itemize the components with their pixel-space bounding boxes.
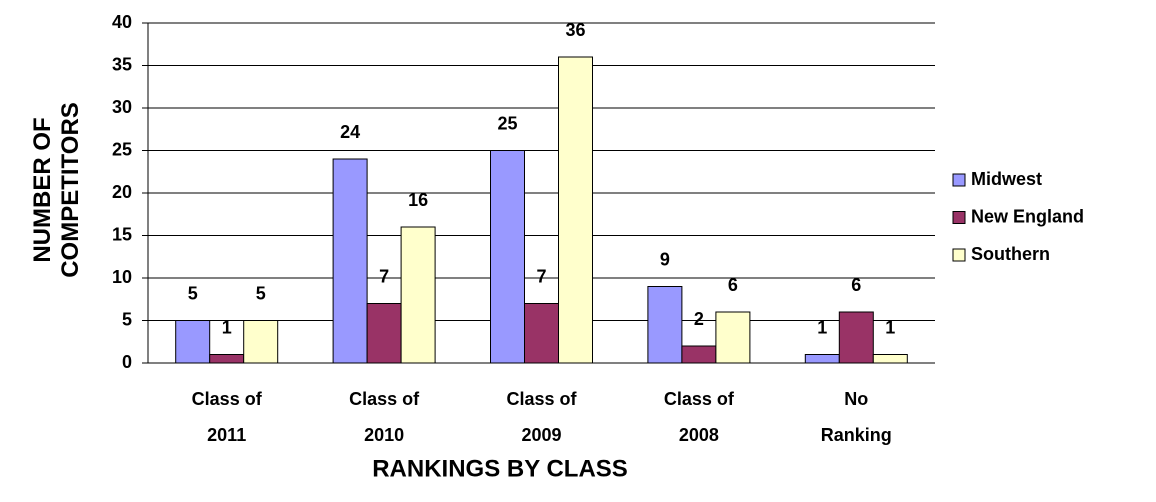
legend-label: New England [971, 206, 1084, 226]
value-label: 6 [728, 275, 738, 295]
value-label: 1 [885, 317, 895, 337]
y-tick-label: 35 [112, 54, 132, 74]
value-label: 9 [660, 249, 670, 269]
value-label: 1 [222, 317, 232, 337]
bar [243, 320, 279, 364]
legend-label: Midwest [971, 169, 1042, 189]
y-tick-label: 0 [122, 352, 132, 372]
bar [524, 303, 559, 364]
value-label: 6 [851, 275, 861, 295]
bar [490, 150, 525, 364]
bar [209, 354, 245, 364]
y-tick-label: 30 [112, 97, 132, 117]
bar [647, 286, 683, 364]
x-tick-label: Class of 2011 [192, 389, 263, 445]
value-label: 5 [188, 283, 198, 303]
bar [558, 56, 593, 364]
bar [366, 303, 402, 364]
value-label: 25 [497, 113, 517, 133]
value-label: 7 [379, 266, 389, 286]
value-label: 16 [408, 190, 428, 210]
legend-swatch [952, 173, 966, 187]
y-tick-label: 40 [112, 12, 132, 32]
legend-swatch [952, 248, 966, 262]
x-axis-title: RANKINGS BY CLASS [372, 455, 628, 482]
y-tick-label: 20 [112, 182, 132, 202]
value-label: 1 [817, 317, 827, 337]
x-tick-label: Class of 2008 [664, 389, 735, 445]
bar [175, 320, 211, 364]
value-label: 2 [694, 309, 704, 329]
bar [332, 158, 368, 364]
value-label: 7 [536, 266, 546, 286]
x-tick-label: Class of 2010 [349, 389, 420, 445]
bar [715, 311, 751, 364]
bar [838, 311, 874, 364]
bar [804, 354, 840, 364]
x-tick-label: Class of 2009 [506, 389, 577, 445]
value-label: 36 [565, 20, 585, 40]
value-label: 24 [340, 122, 360, 142]
y-tick-label: 5 [122, 309, 132, 329]
legend-label: Southern [971, 244, 1050, 264]
y-tick-label: 10 [112, 267, 132, 287]
x-tick-label: No Ranking [821, 389, 892, 445]
legend-swatch [952, 211, 966, 224]
bar [681, 345, 717, 364]
y-axis-title: NUMBER OFCOMPETITORS [29, 102, 84, 278]
bar [872, 354, 908, 364]
y-tick-label: 25 [112, 139, 132, 159]
y-tick-label: 15 [112, 224, 132, 244]
value-label: 5 [256, 283, 266, 303]
bar [400, 226, 436, 364]
